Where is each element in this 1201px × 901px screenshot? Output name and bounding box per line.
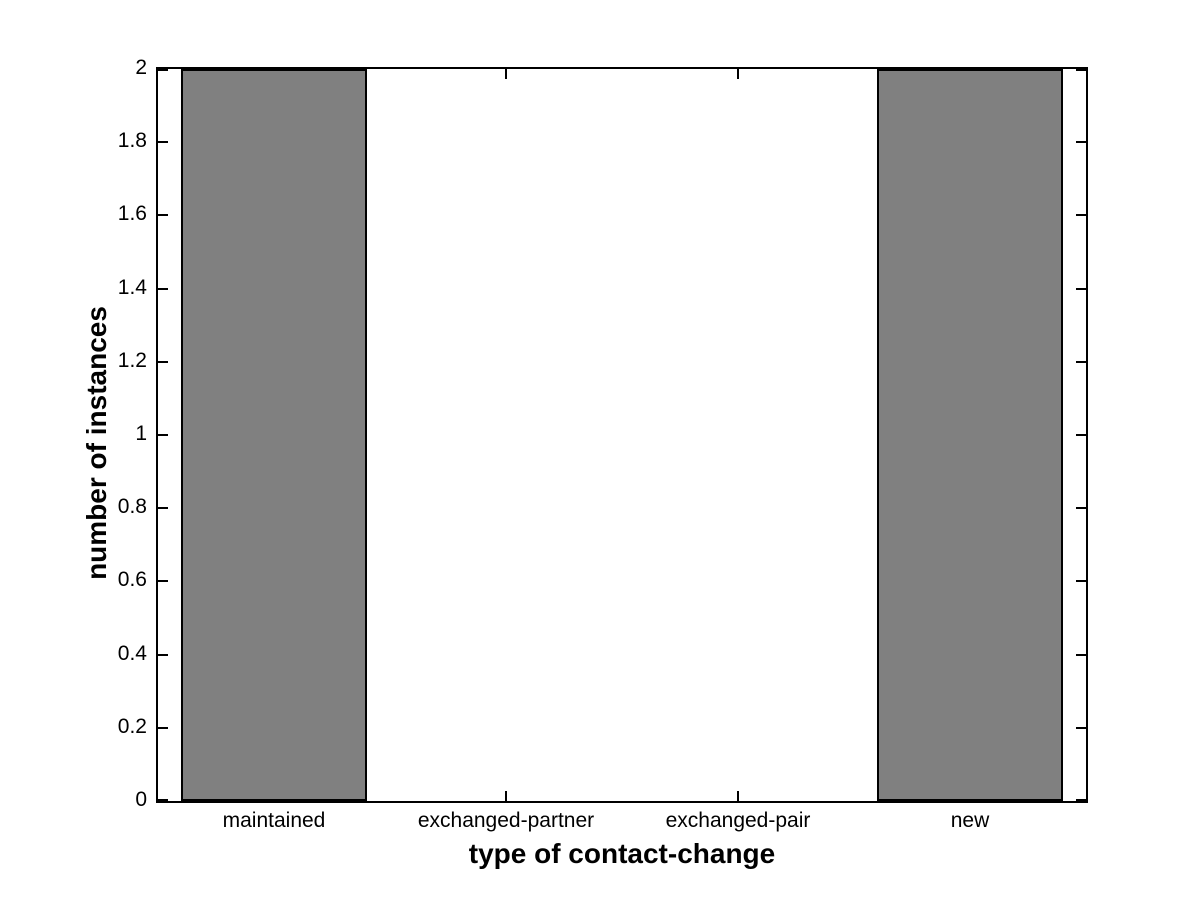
- y-tick-left: [158, 287, 168, 290]
- y-tick-right: [1076, 580, 1086, 583]
- y-tick-right: [1076, 507, 1086, 510]
- y-tick-label: 1.6: [117, 202, 147, 226]
- y-tick-right: [1076, 287, 1086, 290]
- x-tick-label: maintained: [222, 809, 326, 832]
- y-tick-left: [158, 726, 168, 729]
- y-tick-left: [158, 214, 168, 217]
- y-tick-right: [1076, 360, 1086, 363]
- y-tick-left: [158, 434, 168, 436]
- y-tick-left: [158, 141, 168, 144]
- x-tick-label: exchanged-pair: [665, 809, 811, 832]
- y-tick-label: 1.8: [117, 129, 147, 153]
- y-tick-left: [158, 799, 168, 801]
- y-tick-label: 2: [135, 56, 147, 79]
- plot-inner: [158, 69, 1086, 801]
- y-tick-label: 1.4: [117, 275, 147, 299]
- x-tick-top: [737, 69, 739, 79]
- y-tick-left: [158, 69, 168, 71]
- y-tick-left: [158, 507, 168, 510]
- y-tick-right: [1076, 726, 1086, 729]
- x-tick-bottom: [737, 791, 739, 801]
- y-tick-right: [1076, 214, 1086, 217]
- y-tick-label: 0.4: [117, 641, 147, 665]
- x-tick-bottom: [505, 791, 507, 801]
- y-tick-left: [158, 580, 168, 583]
- x-tick-label: exchanged-partner: [417, 809, 595, 832]
- y-tick-right: [1076, 141, 1086, 144]
- y-tick-label: 1.2: [117, 348, 147, 372]
- y-tick-right: [1076, 653, 1086, 656]
- y-tick-label: 0.8: [117, 495, 147, 519]
- y-tick-label: 1: [135, 422, 147, 445]
- bar-maintained: [181, 69, 367, 801]
- x-axis-label: type of contact-change: [468, 838, 776, 869]
- y-tick-right: [1076, 799, 1086, 801]
- y-tick-right: [1076, 69, 1086, 71]
- y-tick-label: 0.2: [117, 714, 147, 738]
- x-tick-label: new: [950, 809, 990, 832]
- plot-area: [156, 67, 1088, 803]
- x-tick-top: [505, 69, 507, 79]
- y-tick-left: [158, 653, 168, 656]
- y-tick-label: 0.6: [117, 568, 147, 592]
- y-tick-right: [1076, 434, 1086, 436]
- y-tick-label: 0: [135, 788, 147, 811]
- bar-new: [877, 69, 1063, 801]
- y-tick-left: [158, 360, 168, 363]
